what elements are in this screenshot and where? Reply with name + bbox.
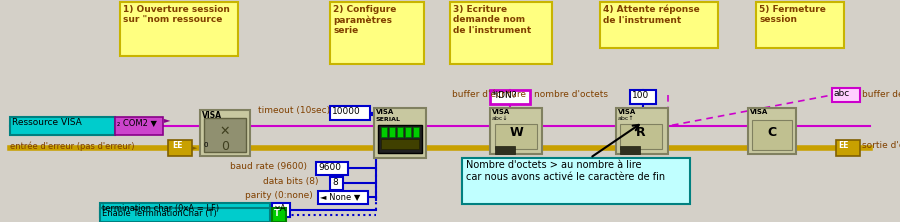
Text: 8: 8 — [332, 178, 338, 187]
Bar — [630, 90, 656, 104]
Text: ×A: ×A — [274, 204, 287, 213]
Bar — [272, 208, 286, 222]
Bar — [10, 117, 115, 135]
Bar — [115, 117, 163, 135]
Bar — [381, 139, 419, 149]
Bar — [462, 158, 690, 204]
Text: C: C — [768, 126, 777, 139]
Text: Nombre d'octets > au nombre à lire
car nous avons activé le caractère de fin: Nombre d'octets > au nombre à lire car n… — [466, 160, 665, 182]
Bar — [620, 124, 662, 149]
Text: EE: EE — [838, 141, 849, 150]
Text: nombre d'octets: nombre d'octets — [534, 90, 608, 99]
Text: ►: ► — [164, 115, 170, 125]
Text: VISA: VISA — [618, 109, 636, 115]
Text: baud rate (9600): baud rate (9600) — [230, 162, 307, 171]
Bar — [616, 108, 668, 154]
Text: 2) Configure
paramètres
serie: 2) Configure paramètres serie — [333, 5, 396, 35]
Text: VISA: VISA — [750, 109, 769, 115]
Bar — [832, 88, 860, 102]
Text: *IDN?: *IDN? — [492, 91, 517, 100]
Bar — [330, 177, 343, 190]
Bar — [204, 118, 246, 152]
Bar — [381, 127, 387, 137]
Text: buffer d'écriture: buffer d'écriture — [452, 90, 526, 99]
Bar — [756, 2, 844, 48]
Bar — [200, 110, 250, 156]
Bar — [120, 2, 238, 56]
Text: 9600: 9600 — [318, 163, 341, 172]
Text: 4) Attente réponse
de l'instrument: 4) Attente réponse de l'instrument — [603, 5, 700, 25]
Bar — [600, 2, 718, 48]
Text: timeout (10sec): timeout (10sec) — [258, 106, 330, 115]
Text: 10000: 10000 — [332, 107, 361, 116]
Text: VISA: VISA — [492, 109, 510, 115]
Bar — [752, 120, 792, 150]
Bar — [168, 140, 192, 156]
Bar — [100, 203, 270, 217]
Bar — [318, 191, 368, 204]
Text: 100: 100 — [632, 91, 649, 100]
Text: EE: EE — [172, 141, 183, 150]
Bar — [490, 108, 542, 154]
Bar — [405, 127, 411, 137]
Text: Ressource VISA: Ressource VISA — [12, 118, 82, 127]
Bar — [450, 2, 552, 64]
Bar — [330, 106, 370, 120]
Text: 5) Fermeture
session: 5) Fermeture session — [759, 5, 826, 24]
Text: abc: abc — [834, 89, 850, 98]
Bar — [374, 108, 426, 158]
Bar — [748, 108, 796, 154]
Text: ₂ COM2 ▼: ₂ COM2 ▼ — [117, 118, 157, 127]
Bar — [620, 146, 640, 154]
Text: VISA: VISA — [202, 111, 222, 120]
Text: W: W — [509, 126, 523, 139]
Text: VISA: VISA — [376, 109, 394, 115]
Bar — [490, 90, 530, 104]
Bar — [836, 140, 860, 156]
Bar — [495, 146, 515, 154]
Bar — [378, 125, 422, 153]
Text: data bits (8): data bits (8) — [263, 177, 319, 186]
Bar — [397, 127, 403, 137]
Bar — [413, 127, 419, 137]
Bar — [389, 127, 395, 137]
Text: buffer de lecture: buffer de lecture — [862, 90, 900, 99]
Text: abc↑: abc↑ — [618, 116, 634, 121]
Text: T: T — [274, 209, 280, 218]
Text: R: R — [636, 126, 646, 139]
Text: entrée d'erreur (pas d'erreur): entrée d'erreur (pas d'erreur) — [10, 141, 134, 151]
Text: 1) Ouverture session
sur "nom ressource: 1) Ouverture session sur "nom ressource — [123, 5, 230, 24]
Text: ◄ None ▼: ◄ None ▼ — [320, 192, 360, 201]
Bar — [316, 162, 348, 175]
Text: 3) Ecriture
demande nom
de l'instrument: 3) Ecriture demande nom de l'instrument — [453, 5, 531, 35]
Bar — [330, 2, 424, 64]
Text: ✕
0: ✕ 0 — [220, 125, 230, 153]
Text: termination char (0xA = LF): termination char (0xA = LF) — [102, 204, 219, 213]
Text: abc↓: abc↓ — [492, 116, 508, 121]
Bar — [272, 203, 290, 217]
Bar — [495, 124, 537, 149]
Text: sortie d'erreur: sortie d'erreur — [862, 141, 900, 150]
Text: SERIAL: SERIAL — [376, 117, 401, 122]
Text: Enable TerminationChar (T): Enable TerminationChar (T) — [102, 209, 217, 218]
Text: parity (0:none): parity (0:none) — [245, 191, 313, 200]
Text: ►: ► — [192, 145, 197, 151]
Text: 0: 0 — [204, 142, 209, 148]
Bar — [100, 208, 270, 222]
